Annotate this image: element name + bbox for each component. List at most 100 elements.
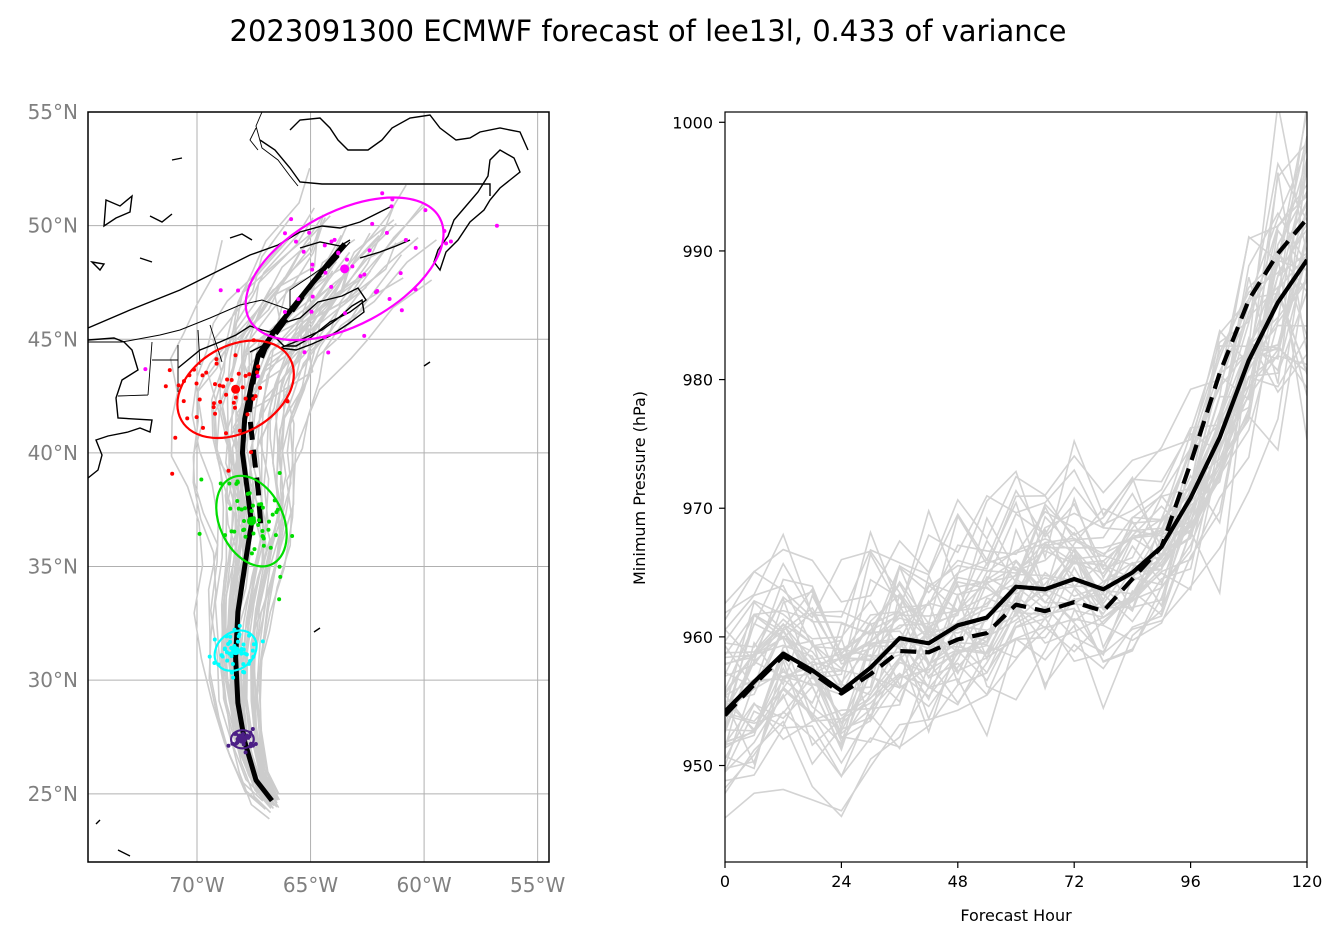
member-position	[231, 675, 236, 680]
pressure-frame	[724, 111, 1308, 863]
member-position	[212, 382, 217, 387]
ellipse-center	[237, 734, 247, 744]
member-position	[194, 415, 199, 420]
member-position	[242, 519, 247, 524]
pressure-series	[725, 217, 1307, 717]
member-position	[255, 370, 260, 375]
ensemble-track	[191, 244, 283, 801]
y-tick-label: 960	[682, 628, 713, 647]
member-position	[214, 357, 219, 362]
ensemble-track	[224, 207, 315, 795]
member-position	[278, 574, 283, 579]
member-position	[226, 743, 231, 748]
ensemble-pressure-line	[725, 254, 1307, 697]
member-position	[221, 384, 226, 389]
ensemble-pressure-line	[725, 136, 1307, 689]
member-position	[494, 223, 499, 228]
y-tick-label: 990	[682, 242, 713, 261]
member-position	[296, 297, 301, 302]
member-position	[294, 239, 299, 244]
member-position	[212, 637, 217, 642]
pressure-panel: 0 24 48 72 96 120 950 960 970 980 990 1000 Forecast…	[630, 111, 1323, 925]
figure-title: 2023091300 ECMWF forecast of lee13l, 0.4…	[230, 14, 1067, 48]
member-position	[236, 288, 241, 293]
member-position	[241, 662, 246, 667]
lon-tick-label: 70°W	[169, 873, 224, 897]
member-position	[245, 412, 250, 417]
member-position	[302, 350, 307, 355]
member-position	[322, 243, 327, 248]
lat-tick-label: 55°N	[28, 100, 78, 124]
spread-ellipse	[229, 729, 255, 750]
lat-tick-label: 30°N	[28, 668, 78, 692]
member-position	[261, 543, 266, 548]
member-position	[270, 512, 275, 517]
nova-scotia	[279, 298, 365, 351]
mean-track-dashed	[246, 253, 340, 524]
member-position	[252, 547, 257, 552]
lat-tick-label: 35°N	[28, 555, 78, 579]
ensemble-pressure-line	[725, 161, 1307, 634]
y-tick-label: 970	[682, 499, 713, 518]
ensemble-pressure-line	[725, 228, 1307, 621]
member-position	[163, 384, 168, 389]
lon-tick-label: 60°W	[396, 873, 451, 897]
member-position	[256, 518, 261, 523]
member-position	[226, 468, 231, 473]
ensemble-pressure-line	[725, 288, 1307, 818]
member-position	[240, 385, 245, 390]
member-position	[211, 401, 216, 406]
member-position	[243, 506, 248, 511]
member-position	[384, 230, 389, 235]
member-position	[242, 651, 247, 656]
member-position	[370, 221, 375, 226]
member-position	[277, 597, 282, 602]
member-position	[387, 296, 392, 301]
member-position	[167, 368, 172, 373]
us-canada-border	[88, 241, 351, 343]
member-position	[243, 534, 248, 539]
member-position	[200, 425, 205, 430]
member-position	[362, 272, 367, 277]
member-position	[229, 654, 234, 659]
newfoundland	[433, 149, 521, 272]
member-position	[225, 377, 230, 382]
map-frame	[87, 111, 550, 863]
member-position	[204, 370, 209, 375]
member-position	[241, 642, 246, 647]
member-position	[251, 531, 256, 536]
x-tick-label: 48	[948, 872, 968, 891]
member-position	[237, 428, 242, 433]
member-position	[367, 248, 372, 253]
ellipse-center	[247, 516, 257, 526]
spread-ellipse	[213, 629, 258, 672]
ensemble-pressure-line	[725, 230, 1307, 819]
member-position	[266, 527, 271, 532]
member-position	[232, 529, 237, 534]
member-position	[362, 333, 367, 338]
x-tick-label: 120	[1292, 872, 1323, 891]
labrador-coast	[259, 114, 529, 196]
member-position	[170, 471, 175, 476]
state-borders	[117, 324, 223, 397]
member-position	[399, 308, 404, 313]
member-position	[200, 373, 205, 378]
member-position	[250, 726, 255, 731]
member-position	[247, 372, 252, 377]
member-position	[253, 394, 258, 399]
member-position	[228, 634, 233, 639]
ellipse-center	[340, 264, 350, 274]
lat-tick-label: 40°N	[28, 441, 78, 465]
member-position	[225, 658, 230, 663]
member-position	[323, 270, 328, 275]
member-position	[233, 353, 238, 358]
member-position	[275, 507, 280, 512]
member-position	[273, 533, 278, 538]
member-position	[197, 397, 202, 402]
member-position	[389, 204, 394, 209]
lon-tick-label: 65°W	[283, 873, 338, 897]
member-position	[249, 551, 254, 556]
member-position	[255, 374, 260, 379]
member-position	[448, 239, 453, 244]
member-position	[224, 392, 229, 397]
